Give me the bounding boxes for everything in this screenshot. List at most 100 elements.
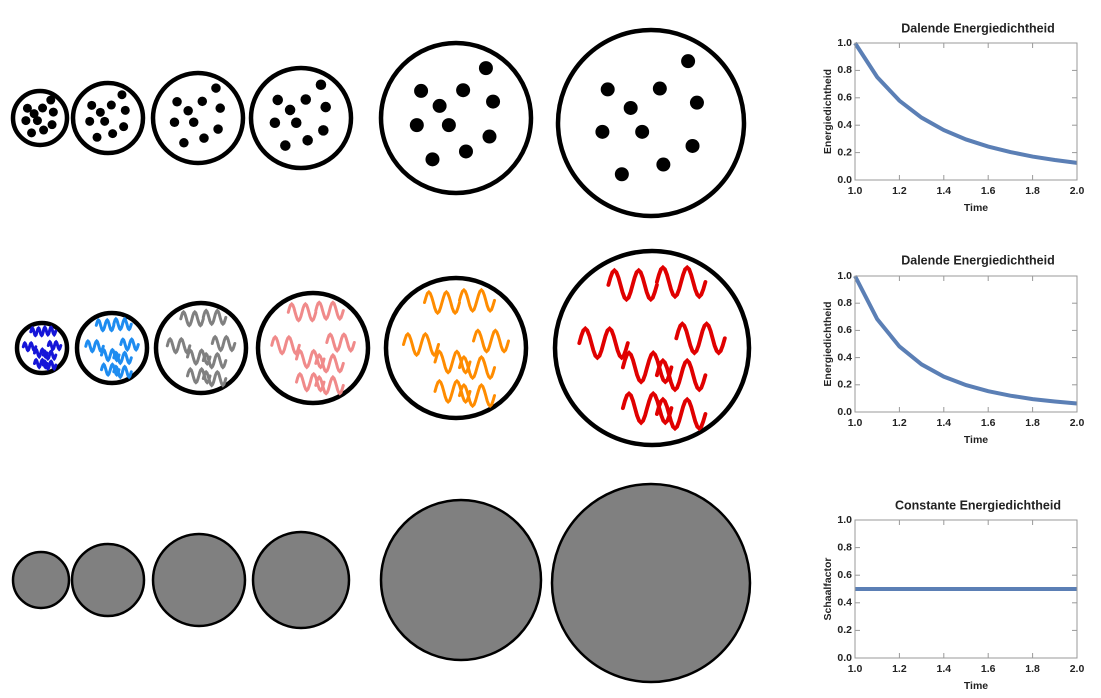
vacuum-bubble [11,550,71,610]
y-tick-label: 0.0 [837,174,852,186]
wave [33,347,49,360]
wave [201,351,228,370]
x-tick-label: 2.0 [1070,185,1085,197]
particle [689,95,704,110]
chart-title: Dalende Energiedichtheid [901,21,1055,35]
x-tick-label: 1.8 [1025,417,1040,429]
particle [179,138,189,148]
wave [423,289,461,316]
wave [577,325,630,361]
particle [211,83,221,93]
x-axis-label: Time [964,202,988,214]
y-tick-label: 0.8 [837,297,852,309]
wave [314,374,345,396]
x-tick-label: 1.0 [848,185,863,197]
wave [100,347,121,363]
particle [409,118,424,133]
particle [269,117,281,129]
wave [458,287,496,313]
particle [280,140,291,151]
wave [33,357,49,370]
particle [456,83,471,98]
wave [325,332,356,353]
wave [84,338,105,354]
wave [165,336,192,355]
wave [29,325,45,338]
y-tick-label: 0.6 [837,92,852,104]
particle [486,94,501,109]
particle [656,157,671,172]
particle [197,96,208,107]
particle [32,116,42,126]
vacuum-bubble [550,482,752,684]
wave [41,359,58,372]
particle [215,103,225,113]
particle [95,107,105,117]
particle [39,125,49,135]
x-tick-label: 1.2 [892,185,907,197]
particle [47,120,57,130]
wave [112,316,133,332]
container [555,27,747,219]
wave [674,321,727,356]
wave [210,334,237,353]
y-tick-label: 0.2 [837,146,852,158]
particle [119,122,129,132]
container [383,275,529,421]
wave [458,383,496,409]
particle [652,81,667,96]
x-tick-label: 2.0 [1070,663,1085,675]
wave [201,369,228,388]
line-series [853,41,1078,165]
particle [172,97,182,107]
chart-title: Dalende Energiedichtheid [901,253,1055,267]
x-axis-label: Time [964,434,988,446]
y-tick-label: 0.4 [837,119,852,131]
x-tick-label: 1.2 [892,663,907,675]
vacuum-bubble [379,498,543,662]
plot-frame [854,275,1078,413]
x-tick-label: 1.0 [848,417,863,429]
wave [186,366,212,385]
particle [290,117,302,129]
wave [295,348,326,370]
x-tick-label: 2.0 [1070,417,1085,429]
plot-frame [854,42,1078,181]
y-tick-label: 1.0 [837,270,852,282]
container [70,80,146,156]
particle [300,94,312,105]
wave [201,308,228,327]
wave [286,301,318,323]
particle [100,116,110,126]
particle [117,90,127,100]
chart-title: Constante Energiedichtheid [895,498,1061,512]
wave [402,331,440,358]
y-tick-label: 0.2 [837,379,852,391]
particle [188,117,199,128]
particle [87,100,97,110]
wave [654,396,708,432]
container [150,70,246,166]
y-tick-label: 0.8 [837,541,852,553]
wave [654,357,708,393]
chart: Constante Energiedichtheid Time Schaalfact… [822,498,1085,691]
particle [183,105,193,116]
x-tick-label: 1.6 [981,417,996,429]
particle [458,144,473,159]
particle [120,105,130,115]
wave [46,339,63,352]
wave [295,371,326,393]
particle [106,100,116,110]
wave [41,349,58,362]
wave [620,350,674,385]
particle [432,98,447,113]
particle [213,124,223,134]
wave [314,352,345,374]
container [552,248,752,448]
y-axis-label: Energiedichtheid [822,301,834,386]
container [378,40,534,196]
particle [21,116,31,126]
particle [46,95,56,105]
particle [199,133,209,143]
